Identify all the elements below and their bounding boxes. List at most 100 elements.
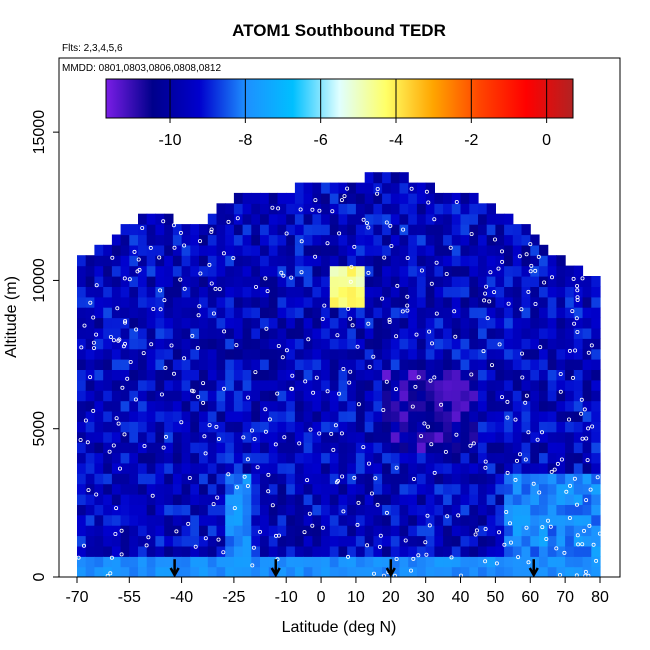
data-point [348, 369, 353, 374]
heatmap-cell [329, 400, 340, 412]
heatmap-cell [286, 483, 296, 495]
heatmap-cell [539, 348, 549, 360]
heatmap-cell [425, 556, 435, 568]
heatmap-cell [530, 483, 540, 495]
data-point [267, 417, 272, 422]
heatmap-cell [85, 535, 95, 547]
heatmap-cell [312, 556, 322, 568]
heatmap-cell [338, 348, 348, 360]
heatmap-cell [216, 494, 226, 505]
heatmap-cell [190, 265, 200, 277]
heatmap-cell [277, 359, 287, 370]
heatmap-cell [399, 379, 409, 391]
heatmap-cell [539, 359, 549, 370]
heatmap-cell [172, 410, 183, 422]
heatmap-cell [495, 410, 505, 422]
heatmap-cell [382, 421, 392, 433]
heatmap-cell [347, 473, 357, 485]
heatmap-cell [504, 545, 514, 557]
heatmap-cell [390, 182, 401, 194]
heatmap-cell [521, 224, 531, 236]
heatmap-cell [504, 462, 514, 474]
heatmap-cell [294, 566, 305, 577]
heatmap-cell [556, 369, 566, 381]
heatmap-cell [460, 265, 470, 277]
heatmap-cell [277, 307, 287, 319]
heatmap-cell [512, 369, 523, 381]
heatmap-cell [294, 296, 305, 308]
heatmap-cell [111, 390, 122, 402]
heatmap-cell [443, 379, 453, 391]
data-point [132, 249, 137, 254]
heatmap-cell [120, 410, 130, 422]
heatmap-cell [321, 203, 331, 215]
heatmap-cell [486, 286, 496, 298]
heatmap-cell [303, 379, 313, 391]
heatmap-cell [486, 348, 496, 360]
heatmap-cell [425, 494, 435, 505]
heatmap-cell [486, 213, 496, 225]
heatmap-cell [303, 203, 313, 215]
heatmap-cell [478, 265, 488, 277]
heatmap-cell [434, 317, 444, 329]
heatmap-cell [565, 317, 575, 329]
heatmap-cell [373, 421, 383, 433]
data-point [366, 461, 371, 466]
heatmap-cell [530, 494, 540, 505]
heatmap-cell [94, 369, 104, 381]
heatmap-cell [251, 556, 261, 568]
heatmap-cell [539, 442, 549, 454]
heatmap-cell [478, 556, 488, 568]
heatmap-cell [268, 452, 279, 464]
heatmap-cell [521, 556, 531, 568]
heatmap-cell [294, 421, 305, 433]
heatmap-cell [478, 234, 488, 246]
heatmap-cell [556, 473, 566, 485]
heatmap-cell [129, 462, 139, 474]
heatmap-cell [251, 504, 261, 516]
data-point [496, 530, 501, 535]
heatmap-cell [495, 504, 505, 516]
heatmap-cell [539, 265, 549, 277]
heatmap-cell [355, 452, 366, 464]
heatmap-cell [268, 431, 279, 443]
heatmap-cell [268, 442, 279, 454]
data-point [215, 495, 220, 500]
heatmap-cell [312, 504, 322, 516]
heatmap-cell [172, 255, 183, 267]
data-point [91, 315, 96, 320]
heatmap-cell [416, 369, 427, 381]
heatmap-cell [225, 390, 235, 402]
heatmap-cell [207, 244, 218, 256]
heatmap-cell [172, 307, 183, 319]
heatmap-cell [504, 566, 514, 577]
heatmap-cell [85, 296, 95, 308]
data-point [297, 441, 302, 446]
heatmap-cell [373, 286, 383, 298]
heatmap-cell [425, 213, 435, 225]
heatmap-cell [268, 504, 279, 516]
heatmap-cell [181, 545, 191, 557]
heatmap-cell [573, 483, 584, 495]
data-point [554, 546, 559, 551]
heatmap-cell [251, 390, 261, 402]
heatmap-cell [486, 452, 496, 464]
heatmap-cell [85, 462, 95, 474]
data-point [85, 440, 90, 445]
heatmap-cell [260, 452, 270, 464]
heatmap-cell [382, 192, 392, 204]
data-point [469, 372, 474, 377]
heatmap-cell [190, 255, 200, 267]
heatmap-cell [312, 234, 322, 246]
heatmap-cell [338, 442, 348, 454]
heatmap-cell [347, 535, 357, 547]
heatmap-cell [512, 317, 523, 329]
heatmap-cell [111, 265, 122, 277]
heatmap-cell [338, 535, 348, 547]
heatmap-cell [591, 296, 601, 308]
data-point [163, 365, 168, 370]
heatmap-cell [251, 421, 261, 433]
data-point [384, 220, 389, 225]
heatmap-cell [294, 224, 305, 236]
heatmap-cell [242, 244, 252, 256]
